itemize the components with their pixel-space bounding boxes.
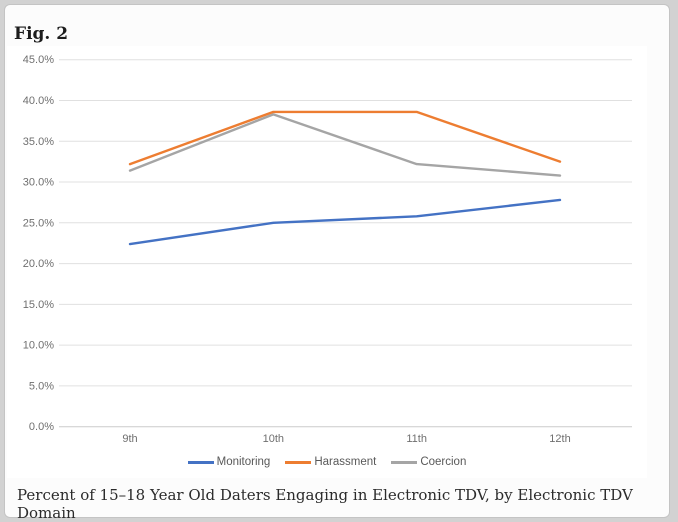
y-tick-label: 10.0% <box>23 340 54 352</box>
y-tick-label: 40.0% <box>23 95 54 107</box>
series-line-harassment <box>128 110 562 166</box>
figure-caption: Percent of 15–18 Year Old Daters Engagin… <box>17 486 633 522</box>
chart-svg: 45.0% 40.0% 35.0% 30.0% 25.0% 20.0% 15.0% 10.0%… <box>23 54 632 445</box>
y-tick-label: 5.0% <box>29 380 54 392</box>
legend-marker-icon <box>391 460 418 464</box>
x-tick-label: 10th <box>263 433 284 445</box>
y-tick-label: 20.0% <box>23 258 54 270</box>
chart-legend: Monitoring Harassment Coercion <box>7 454 647 470</box>
y-tick-label: 0.0% <box>29 421 54 433</box>
y-tick-label: 15.0% <box>23 299 54 311</box>
legend-item-coercion: Coercion <box>391 456 466 468</box>
x-tick-label: 11th <box>406 433 427 445</box>
y-tick-label: 25.0% <box>23 217 54 229</box>
legend-label: Coercion <box>420 456 467 468</box>
series-line-monitoring <box>128 198 562 246</box>
y-tick-label: 30.0% <box>23 177 54 189</box>
legend-label: Monitoring <box>216 456 271 468</box>
legend-item-harassment: Harassment <box>285 456 376 468</box>
figure-label: Fig. 2 <box>14 24 69 44</box>
legend-label: Harassment <box>314 456 377 468</box>
legend-marker-icon <box>285 460 312 464</box>
series-line-coercion <box>128 113 562 177</box>
x-tick-label: 12th <box>549 433 570 445</box>
figure-card: Fig. 2 45.0% 40.0% 35.0% 30.0% 25.0% 20.0% 15.… <box>4 4 670 522</box>
y-tick-label: 45.0% <box>23 54 54 66</box>
legend-item-monitoring: Monitoring <box>187 456 271 468</box>
legend-marker-icon <box>187 460 214 464</box>
y-tick-label: 35.0% <box>23 136 54 148</box>
x-tick-label: 9th <box>122 433 137 445</box>
line-chart: 45.0% 40.0% 35.0% 30.0% 25.0% 20.0% 15.0% 10.0%… <box>7 46 647 478</box>
